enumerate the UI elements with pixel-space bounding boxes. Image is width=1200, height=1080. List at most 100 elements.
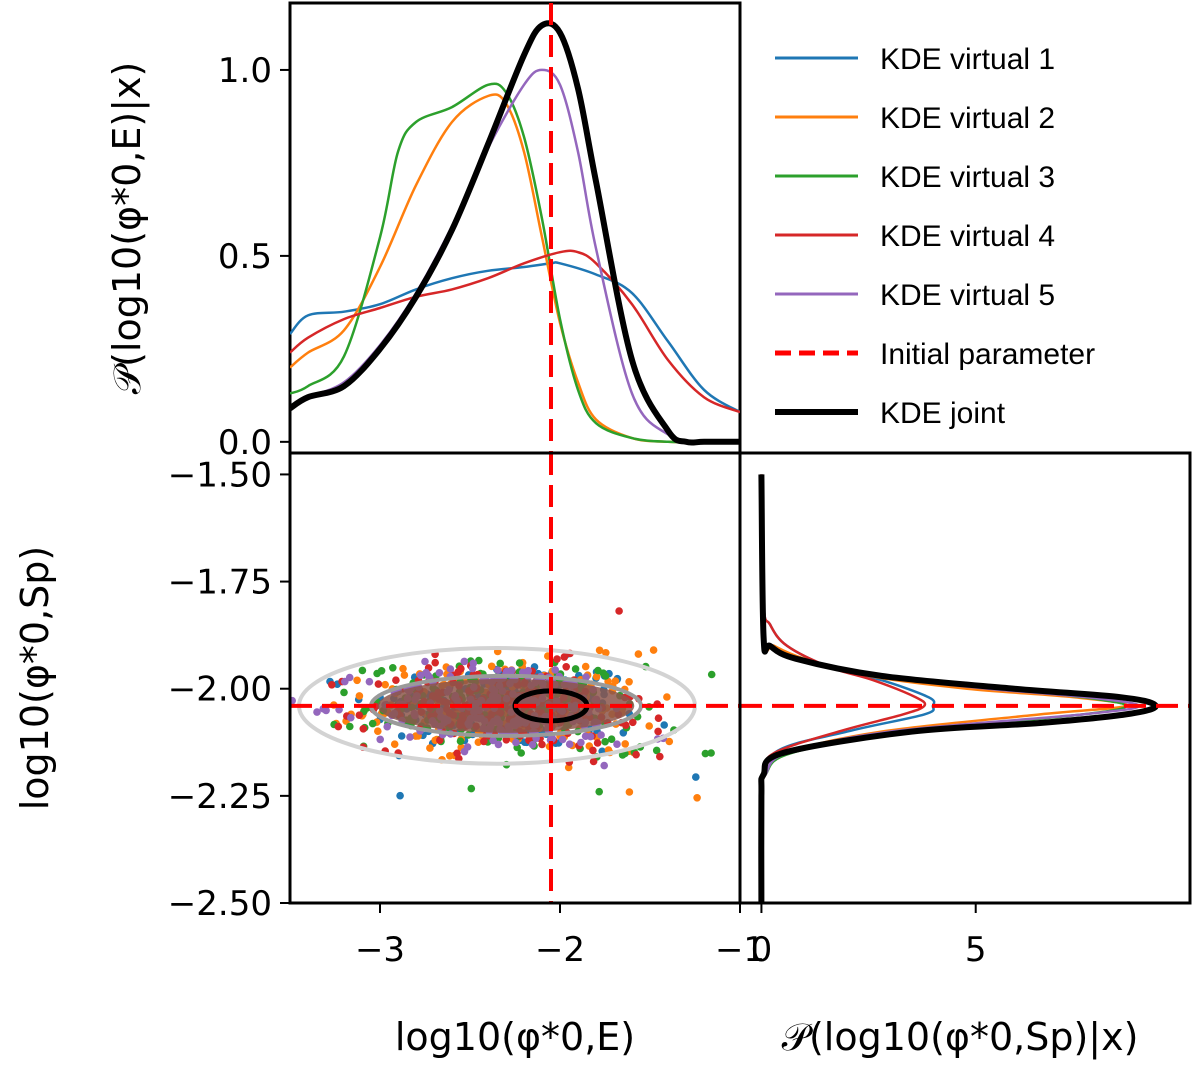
scatter-point xyxy=(592,672,601,681)
scatter-point xyxy=(581,662,590,671)
scatter-point xyxy=(625,788,634,796)
top-marginal-curves xyxy=(290,20,740,446)
scatter-point xyxy=(512,738,520,747)
scatter-point xyxy=(313,708,321,716)
scatter-point xyxy=(634,650,643,658)
scatter-point xyxy=(652,746,661,755)
scatter-point xyxy=(560,653,569,661)
scatter-point xyxy=(665,737,674,746)
scatter-point xyxy=(632,750,640,759)
top-curve-kde-joint xyxy=(290,20,740,446)
joint-xtick-label: −1 xyxy=(715,930,765,970)
top-ytick-label: 0.0 xyxy=(218,423,272,463)
scatter-point xyxy=(615,607,623,615)
joint-ytick-label: −2.00 xyxy=(168,670,272,710)
scatter-point xyxy=(660,721,668,729)
scatter-point xyxy=(625,678,633,686)
scatter-point xyxy=(341,677,349,686)
scatter-point xyxy=(397,732,406,740)
scatter-point xyxy=(645,722,653,730)
right-curve-kde-virtual-5 xyxy=(759,474,1140,903)
scatter-point xyxy=(383,722,392,731)
scatter-point xyxy=(607,735,616,743)
scatter-point xyxy=(446,752,454,760)
scatter-point xyxy=(589,757,598,766)
scatter-point xyxy=(582,673,590,681)
scatter-point xyxy=(494,666,502,674)
scatter-point xyxy=(368,719,377,728)
scatter-point xyxy=(524,666,532,675)
scatter-point xyxy=(454,668,462,676)
right-xtick-label: 5 xyxy=(965,930,987,970)
scatter-point xyxy=(426,744,434,752)
joint-x-ticks: −3 −2 −1 xyxy=(355,903,765,970)
scatter-point xyxy=(406,733,414,741)
legend-label-kde-virtual-5: KDE virtual 5 xyxy=(880,279,1055,312)
right-xtick-label: 0 xyxy=(751,930,773,970)
scatter-point xyxy=(553,655,561,663)
joint-ytick-label: −2.25 xyxy=(168,777,272,817)
scatter-point xyxy=(602,649,610,657)
legend-label-kde-joint: KDE joint xyxy=(880,397,1006,430)
scatter-point xyxy=(611,677,620,685)
top-ytick-label: 0.5 xyxy=(218,237,272,277)
legend-label-initial-parameter: Initial parameter xyxy=(880,338,1095,371)
scatter-point xyxy=(435,669,444,677)
scatter-point xyxy=(558,735,567,744)
joint-ytick-label: −2.50 xyxy=(168,884,272,924)
scatter-point xyxy=(649,646,658,654)
scatter-point xyxy=(656,752,664,761)
scatter-point xyxy=(480,737,488,746)
top-curve-kde-virtual-3 xyxy=(290,82,740,444)
scatter-point xyxy=(463,743,472,751)
top-curve-kde-virtual-1 xyxy=(290,261,740,414)
scatter-point xyxy=(358,666,367,675)
scatter-point xyxy=(515,659,524,667)
scatter-point xyxy=(565,740,574,748)
scatter-point xyxy=(654,714,663,722)
scatter-point xyxy=(365,677,374,686)
scatter-point xyxy=(467,784,476,793)
scatter-point xyxy=(396,791,404,800)
scatter-point xyxy=(496,659,505,668)
scatter-point xyxy=(613,740,621,748)
scatter-point xyxy=(487,662,496,671)
joint-x-axis-label: log10(φ*0,E) xyxy=(395,1015,635,1059)
joint-y-axis-label: log10(φ*0,Sp) xyxy=(13,546,57,811)
legend-label-kde-virtual-2: KDE virtual 2 xyxy=(880,102,1055,135)
scatter-point xyxy=(597,731,605,739)
scatter-point xyxy=(456,737,465,745)
scatter-point xyxy=(436,736,444,744)
scatter-point xyxy=(707,749,715,757)
right-curve-kde-virtual-3 xyxy=(759,474,1127,903)
legend: KDE virtual 1 KDE virtual 2 KDE virtual 3 K… xyxy=(775,43,1095,430)
scatter-point xyxy=(460,657,469,666)
scatter-point xyxy=(355,692,364,700)
joint-initial-parameter-lines xyxy=(290,453,740,903)
scatter-point xyxy=(621,740,629,748)
scatter-point xyxy=(517,749,525,757)
scatter-point xyxy=(692,773,700,781)
scatter-point xyxy=(707,670,716,679)
scatter-point xyxy=(353,676,361,685)
scatter-point xyxy=(528,740,537,749)
scatter-point xyxy=(622,721,630,729)
scatter-point xyxy=(400,671,409,679)
scatter-point xyxy=(577,738,585,747)
scatter-point xyxy=(589,746,597,755)
scatter-point xyxy=(629,718,637,727)
scatter-point xyxy=(340,688,348,697)
legend-label-kde-virtual-4: KDE virtual 4 xyxy=(880,220,1055,253)
scatter-point xyxy=(654,727,662,736)
scatter-point xyxy=(503,667,511,676)
right-x-axis-label: 𝒫(log10(φ*0,Sp)|x) xyxy=(782,1015,1139,1060)
scatter-point xyxy=(373,669,381,678)
joint-xtick-label: −2 xyxy=(535,930,585,970)
scatter-point xyxy=(376,735,385,744)
scatter-point xyxy=(374,727,382,735)
right-curve-kde-joint xyxy=(758,474,1159,903)
scatter-point xyxy=(494,740,503,749)
scatter-point xyxy=(381,680,390,689)
